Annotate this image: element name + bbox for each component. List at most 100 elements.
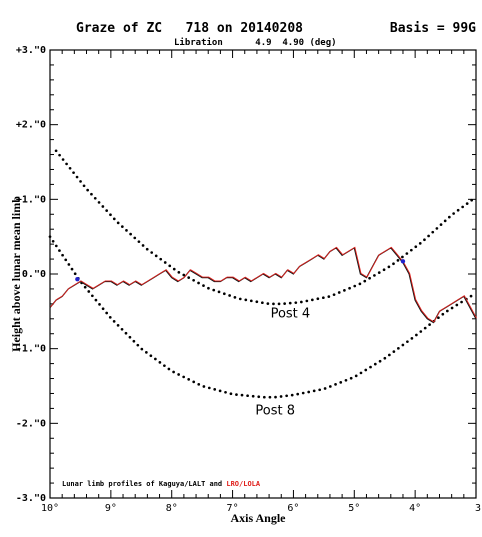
- curve-dot: [228, 294, 231, 297]
- curve-dot: [359, 371, 363, 375]
- curve-dot: [67, 263, 71, 266]
- curve-dot: [90, 192, 93, 196]
- libration-label: Libration 4.9 4.90 (deg): [174, 37, 337, 48]
- curve-dots: [54, 149, 474, 306]
- curve-dot: [207, 386, 211, 390]
- curve-dot: [75, 175, 79, 179]
- curve-dot: [327, 295, 331, 298]
- curve-dot: [182, 375, 186, 379]
- curve-dot: [419, 330, 423, 333]
- curve-dot: [323, 387, 327, 390]
- curve-dot: [441, 312, 445, 316]
- y-tick-labels: +3."0 +2."0 +1."0 0."0 -1."0 -2."0 -3."0: [16, 45, 46, 504]
- curve-dot: [61, 158, 65, 161]
- curve-dot: [312, 389, 316, 393]
- curve-dot: [159, 257, 163, 261]
- curve-dot: [358, 282, 362, 286]
- curve-dot: [82, 184, 86, 188]
- curve-dot: [154, 357, 157, 361]
- x-axis-label: Axis Angle: [230, 511, 286, 525]
- curve-dot: [388, 353, 391, 357]
- contact-point: [75, 277, 80, 282]
- x-tick-label: 9°: [105, 503, 117, 514]
- x-tick-labels: 10° 9° 8° 7° 6° 5° 4° 3: [41, 503, 481, 514]
- curve-dot: [124, 331, 128, 335]
- curve-dot: [410, 337, 414, 340]
- curve-dot: [321, 296, 325, 300]
- curve-dot: [238, 297, 242, 301]
- curve-dot: [58, 153, 61, 157]
- curve-dot: [105, 209, 109, 212]
- curve-dot: [353, 284, 357, 288]
- curve-dot: [337, 291, 341, 294]
- curve-dot: [305, 299, 309, 303]
- footnote-highlight: LRO/LOLA: [226, 480, 261, 488]
- x-tick-label: 8°: [166, 503, 178, 514]
- curve-dot: [224, 390, 227, 394]
- curve-dot: [94, 298, 98, 302]
- curve-dot: [136, 343, 140, 347]
- curve-dot: [141, 244, 145, 247]
- basis-label: Basis = 99G: [390, 21, 476, 36]
- curve-dot: [87, 290, 91, 293]
- curve-dot: [310, 298, 314, 302]
- curve-dot: [168, 264, 172, 268]
- curve-dot: [443, 219, 447, 223]
- curve-dot: [217, 290, 221, 294]
- curve-dot: [212, 288, 216, 292]
- curve-dot: [163, 261, 167, 264]
- curve-dot: [244, 298, 248, 302]
- y-tick-label: -2."0: [16, 418, 46, 429]
- x-tick-label: 4°: [409, 503, 421, 514]
- curve-dot: [364, 368, 368, 372]
- curve-dot: [405, 252, 409, 255]
- x-tick-label: 6°: [287, 503, 299, 514]
- curve-dot: [90, 294, 94, 298]
- curve-dot: [418, 242, 422, 245]
- curve-dot: [233, 296, 237, 299]
- curve-dot: [354, 374, 358, 378]
- curve-dot: [140, 347, 144, 351]
- curve-dot: [163, 364, 166, 368]
- curve-dot: [235, 393, 238, 396]
- curve-dot: [120, 327, 124, 331]
- y-tick-label: -1."0: [16, 344, 46, 355]
- curve-dot: [283, 302, 286, 305]
- curve-dot: [363, 279, 367, 283]
- curve-dot: [150, 251, 154, 254]
- curve-dot: [145, 247, 149, 251]
- curve-dot: [54, 244, 58, 248]
- curve-dot: [316, 297, 320, 301]
- curve-dot: [427, 234, 430, 238]
- curve-dot: [73, 272, 77, 276]
- curve-dot: [377, 271, 381, 274]
- curve-dot: [246, 394, 249, 398]
- curve-dot: [435, 227, 439, 230]
- curve-dot: [202, 284, 205, 287]
- curve-dot: [285, 394, 288, 398]
- curve-dot: [290, 393, 294, 397]
- chart-title: Graze of ZC 718 on 20140208: [76, 21, 303, 36]
- curve-dot: [455, 303, 459, 307]
- curve-dot: [192, 380, 196, 384]
- curve-dot: [218, 389, 222, 393]
- curve-dot: [279, 395, 283, 398]
- curve-dot: [397, 346, 400, 350]
- curve-dot: [129, 232, 132, 236]
- contact-points: [75, 259, 406, 282]
- curve-labels: Post 4 Post 8: [255, 306, 310, 418]
- curve-dot: [249, 299, 253, 303]
- curve-dot: [392, 262, 395, 266]
- curve-dot: [343, 289, 346, 292]
- curve-dot: [125, 229, 128, 232]
- y-tick-label: -3."0: [16, 493, 46, 504]
- curve-dot: [172, 267, 176, 271]
- curve-dots: [48, 235, 473, 399]
- curve-dot: [288, 301, 292, 305]
- curve-dot: [108, 315, 112, 319]
- curve-dot: [112, 320, 116, 323]
- curve-dot: [272, 302, 275, 306]
- curve-dot: [187, 276, 191, 279]
- contact-point: [400, 259, 406, 264]
- x-tick-label: 7°: [227, 503, 239, 514]
